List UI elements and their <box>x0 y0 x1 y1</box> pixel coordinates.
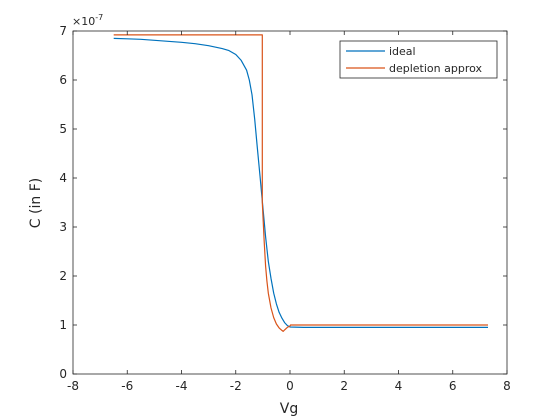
y-exponent-power: -7 <box>95 13 103 22</box>
x-tick-label: -8 <box>67 379 79 393</box>
y-tick-label: 7 <box>59 24 67 38</box>
y-tick-label: 2 <box>59 269 67 283</box>
legend-label-depletion-approx: depletion approx <box>389 62 483 75</box>
x-tick-label: 2 <box>340 379 348 393</box>
series-line-ideal <box>113 37 488 328</box>
y-tick-label: 3 <box>59 220 67 234</box>
series-line-depletion-approx <box>113 34 488 332</box>
x-tick-label: 4 <box>395 379 403 393</box>
x-tick-label: 6 <box>449 379 457 393</box>
legend-box <box>339 40 498 79</box>
y-axis-exponent: ×10-7 <box>72 13 103 28</box>
x-tick-label: -2 <box>230 379 242 393</box>
x-tick-label: -6 <box>121 379 133 393</box>
y-tick-label: 6 <box>59 73 67 87</box>
y-tick-label: 1 <box>59 318 67 332</box>
legend-label-ideal: ideal <box>389 45 416 58</box>
legend: ideal depletion approx <box>339 40 498 79</box>
tick-layer: -8 -6 -4 -2 0 2 4 6 8 0 1 2 3 4 5 6 7 <box>59 24 510 393</box>
series-layer <box>113 34 488 332</box>
x-tick-label: 8 <box>503 379 511 393</box>
x-axis-label: Vg <box>280 401 298 417</box>
y-tick-label: 5 <box>59 122 67 136</box>
y-tick-label: 0 <box>59 367 67 381</box>
x-tick-label: -4 <box>176 379 188 393</box>
axes-box <box>72 30 508 375</box>
y-exponent-base: ×10 <box>72 15 95 28</box>
y-tick-label: 4 <box>59 171 67 185</box>
y-axis-label: C (in F) <box>28 178 44 228</box>
x-tick-label: 0 <box>286 379 294 393</box>
